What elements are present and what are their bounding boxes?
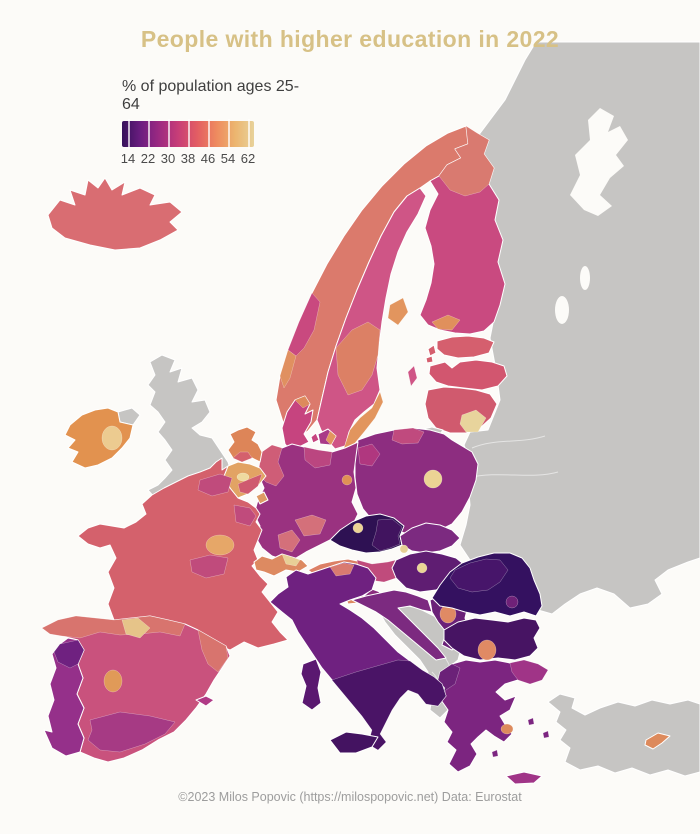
region-netherlands-south	[232, 451, 253, 463]
region-italy-south	[331, 659, 447, 751]
white-sea	[570, 108, 628, 216]
border-ukraine	[471, 435, 546, 449]
region-finland-north	[438, 125, 495, 197]
region-paris	[205, 534, 235, 556]
region-berlin	[341, 474, 353, 486]
region-france-north	[197, 473, 233, 497]
region-portugal	[43, 637, 85, 757]
lake-ladoga	[555, 296, 569, 324]
region-bratislava	[399, 544, 409, 554]
region-norway-oslo	[287, 292, 321, 357]
lake-onega	[580, 266, 590, 290]
region-spain-east	[197, 629, 229, 673]
region-aegean-islands	[491, 717, 550, 758]
region-norway-west	[279, 349, 297, 389]
region-bolzano	[329, 562, 355, 577]
region-russia-east	[459, 41, 700, 615]
region-sweden-stockholm	[387, 297, 409, 326]
region-latvia	[428, 359, 508, 391]
attribution: ©2023 Milos Popovic (https://milospopovi…	[178, 790, 522, 804]
legend: % of population ages 25-64 14 22 30 38 4…	[120, 78, 302, 167]
region-denmark-north	[294, 395, 311, 409]
region-ireland	[64, 407, 134, 469]
region-sofia	[477, 639, 497, 661]
legend-tick-label: 30	[160, 151, 176, 166]
legend-tick-label: 46	[200, 151, 216, 166]
legend-tick-mark	[188, 119, 190, 149]
legend-tick-label: 14	[120, 151, 136, 166]
legend-tick-mark	[168, 119, 170, 149]
legend-tick-label: 38	[180, 151, 196, 166]
legend-tick-label: 22	[140, 151, 156, 166]
legend-tick-mark	[248, 119, 250, 149]
region-wallonia	[237, 473, 263, 495]
region-moravia	[371, 518, 403, 552]
legend-tick-label: 62	[240, 151, 256, 166]
region-croatia	[351, 589, 447, 661]
region-poland-west	[357, 443, 381, 467]
region-germany-north	[303, 446, 333, 469]
legend-label: % of population ages 25-64	[122, 78, 300, 113]
region-transylvania	[449, 558, 509, 593]
region-germany-south	[277, 529, 301, 553]
region-sweden-south	[343, 391, 384, 449]
page-title: People with higher education in 2022	[140, 26, 560, 52]
region-gotland	[407, 365, 418, 387]
region-germany-hesse	[294, 514, 327, 537]
region-sicily	[329, 731, 379, 754]
region-slovakia	[399, 522, 461, 554]
legend-tick-mark	[148, 119, 150, 149]
region-poland	[354, 427, 479, 535]
legend-tick-labels: 14 22 30 38 46 54 62	[120, 151, 256, 167]
region-spain-north	[41, 615, 186, 639]
region-copenhagen	[325, 430, 337, 446]
legend-gradient-bar	[122, 119, 254, 149]
region-budapest	[416, 562, 428, 574]
region-basque	[121, 617, 151, 639]
region-sweden-mid	[335, 321, 381, 396]
region-vilnius	[459, 409, 487, 433]
region-poland-north	[391, 427, 425, 445]
region-warsaw	[423, 469, 443, 489]
region-athens	[500, 723, 514, 735]
region-zurich	[281, 553, 301, 567]
region-lithuania	[424, 386, 498, 434]
region-cyprus	[644, 732, 671, 750]
region-iceland	[47, 177, 183, 251]
region-balearic-islands	[195, 695, 215, 707]
region-madrid	[103, 669, 123, 693]
region-dublin	[101, 425, 123, 451]
legend-tick-mark	[128, 119, 130, 149]
region-greece-thrace	[509, 659, 549, 685]
region-helsinki	[431, 314, 461, 331]
region-brussels	[236, 472, 250, 482]
region-luxembourg	[255, 491, 269, 505]
region-france-east	[233, 504, 257, 527]
border-belarus	[467, 471, 559, 479]
region-turkey	[547, 693, 700, 777]
region-portugal-north	[53, 639, 85, 669]
region-france-center	[189, 554, 229, 579]
region-spain-south	[87, 711, 176, 753]
legend-tick-mark	[228, 119, 230, 149]
region-estonia	[436, 335, 495, 359]
legend-tick-label: 54	[220, 151, 236, 166]
legend-tick-mark	[208, 119, 210, 149]
region-crete	[505, 771, 543, 785]
region-prague	[352, 522, 364, 534]
region-estonia-islands	[425, 344, 437, 364]
region-bucharest	[505, 595, 519, 609]
region-sardinia	[300, 658, 322, 711]
region-bulgaria	[443, 617, 541, 661]
